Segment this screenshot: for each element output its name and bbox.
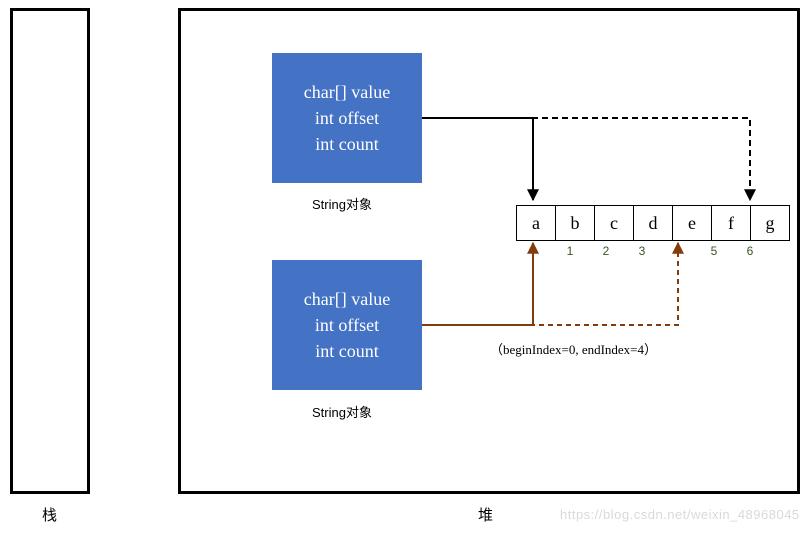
box2-line1: char[] value (304, 286, 390, 312)
array-cell: d (634, 206, 673, 241)
array-cell: c (595, 206, 634, 241)
stack-frame (10, 8, 90, 494)
box1-line3: int count (315, 131, 379, 157)
array-index: 5 (696, 244, 732, 258)
array-indices: 1 2 3 5 6 (516, 244, 768, 258)
box1-line2: int offset (315, 105, 379, 131)
array-cell: a (517, 206, 556, 241)
array-cell: b (556, 206, 595, 241)
array-index: 3 (624, 244, 660, 258)
char-array: a b c d e f g (516, 205, 790, 241)
box2-line3: int count (315, 338, 379, 364)
box1-caption: String对象 (312, 194, 372, 213)
array-cell: g (751, 206, 790, 241)
array-index: 1 (552, 244, 588, 258)
array-index (516, 244, 552, 258)
stack-label: 栈 (42, 504, 57, 525)
box2-caption: String对象 (312, 402, 372, 421)
array-cell: e (673, 206, 712, 241)
heap-label: 堆 (478, 504, 493, 525)
array-index: 2 (588, 244, 624, 258)
array-index: 6 (732, 244, 768, 258)
substring-note: （beginIndex=0, endIndex=4） (490, 339, 657, 358)
string-object-box-1: char[] value int offset int count (272, 53, 422, 183)
string-object-box-2: char[] value int offset int count (272, 260, 422, 390)
watermark: https://blog.csdn.net/weixin_48968045 (560, 507, 800, 522)
box1-line1: char[] value (304, 79, 390, 105)
array-cell: f (712, 206, 751, 241)
array-index (660, 244, 696, 258)
box2-line2: int offset (315, 312, 379, 338)
